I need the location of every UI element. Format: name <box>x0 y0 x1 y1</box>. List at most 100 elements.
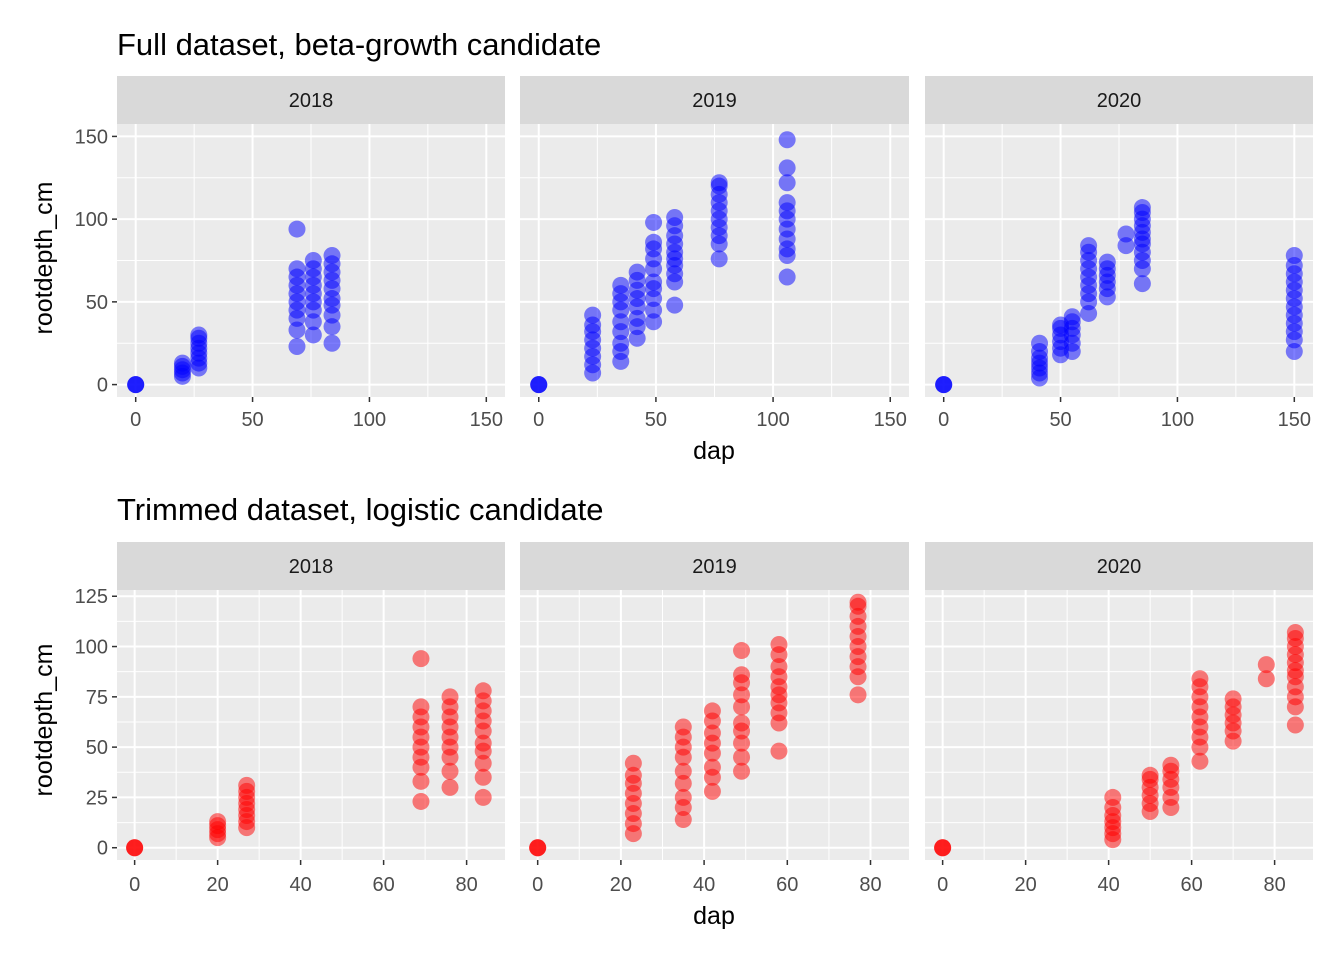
data-point <box>770 742 788 760</box>
x-tick-label: 0 <box>130 409 141 431</box>
x-tick-label: 40 <box>1098 874 1120 896</box>
data-point <box>674 774 692 792</box>
data-point <box>474 788 492 806</box>
data-point <box>474 768 492 786</box>
data-point <box>1286 623 1304 641</box>
data-point <box>474 734 492 752</box>
data-point <box>412 698 430 716</box>
data-point <box>770 658 788 676</box>
x-tick-label: 80 <box>1263 874 1285 896</box>
facet-strip-label: 2018 <box>289 90 334 112</box>
data-point <box>624 766 642 784</box>
y-tick-label: 100 <box>75 209 108 231</box>
data-point <box>733 748 751 766</box>
data-point <box>126 839 144 857</box>
data-point <box>703 782 721 800</box>
data-point <box>703 702 721 720</box>
data-point <box>1031 334 1049 352</box>
data-point <box>849 593 867 611</box>
y-tick-label: 50 <box>86 737 108 759</box>
data-point <box>529 839 547 857</box>
data-point <box>288 260 306 278</box>
data-point <box>778 159 796 177</box>
x-tick-label: 0 <box>938 409 949 431</box>
top-x-axis-title: dap <box>693 437 735 465</box>
y-tick-label: 50 <box>86 292 108 314</box>
facet-strip <box>520 542 909 590</box>
top-plot-title: Full dataset, beta-growth candidate <box>117 27 601 62</box>
data-point <box>733 686 751 704</box>
top-plot: Full dataset, beta-growth candidate dap … <box>30 27 1313 465</box>
data-point <box>612 276 630 294</box>
data-point <box>1133 275 1151 293</box>
facet-strip-label: 2019 <box>692 90 737 112</box>
data-point <box>1257 656 1275 674</box>
facet-strip-label: 2020 <box>1097 90 1142 112</box>
x-tick-label: 150 <box>470 409 503 431</box>
data-point <box>935 376 953 394</box>
top-y-axis-title: rootdepth_cm <box>30 182 58 335</box>
data-point <box>584 306 602 324</box>
data-point <box>733 734 751 752</box>
bottom-panel-2019: 2019 0 20 40 60 80 <box>520 542 909 896</box>
data-point <box>645 273 663 291</box>
data-point <box>666 296 684 314</box>
data-point <box>474 754 492 772</box>
facet-strip <box>117 76 505 124</box>
data-point <box>733 762 751 780</box>
data-point <box>441 778 459 796</box>
x-tick-label: 0 <box>937 874 948 896</box>
data-point <box>624 754 642 772</box>
data-point <box>1191 752 1209 770</box>
data-point <box>710 250 728 268</box>
data-point <box>474 682 492 700</box>
data-point <box>645 233 663 251</box>
x-tick-label: 0 <box>533 409 544 431</box>
y-tick-label: 125 <box>75 586 108 608</box>
data-point <box>703 758 721 776</box>
x-tick-label: 60 <box>1180 874 1202 896</box>
facet-strip <box>925 76 1313 124</box>
bottom-panel-2018: 2018 0 20 40 60 80 0 25 50 75 100 125 <box>75 542 505 896</box>
x-tick-label: 40 <box>290 874 312 896</box>
facet-strip-label: 2018 <box>289 556 334 578</box>
x-tick-label: 80 <box>455 874 477 896</box>
data-point <box>323 247 341 265</box>
facet-strip <box>520 76 909 124</box>
top-panel-2019: 2019 0 50 100 150 <box>520 76 909 431</box>
data-point <box>733 642 751 660</box>
bottom-y-axis-title: rootdepth_cm <box>30 644 58 797</box>
x-tick-label: 0 <box>532 874 543 896</box>
data-point <box>1224 690 1242 708</box>
data-point <box>209 813 227 831</box>
x-tick-label: 100 <box>353 409 386 431</box>
panel-background <box>117 590 505 860</box>
x-tick-label: 100 <box>1161 409 1194 431</box>
data-point <box>733 714 751 732</box>
data-point <box>238 776 256 794</box>
data-point <box>778 268 796 286</box>
data-point <box>934 839 952 857</box>
x-tick-label: 60 <box>776 874 798 896</box>
data-point <box>645 213 663 231</box>
data-point <box>1117 225 1135 243</box>
x-tick-label: 50 <box>645 409 667 431</box>
bottom-plot: Trimmed dataset, logistic candidate dap … <box>30 492 1313 930</box>
data-point <box>1063 308 1081 326</box>
top-panel-2018: 2018 0 50 100 150 0 50 100 150 <box>75 76 505 431</box>
data-point <box>710 174 728 192</box>
y-tick-label: 75 <box>86 687 108 709</box>
data-point <box>1257 670 1275 688</box>
data-point <box>190 326 208 344</box>
x-tick-label: 20 <box>1015 874 1037 896</box>
top-facet-panels: 2018 0 50 100 150 0 50 100 150 2019 0 50 100 150 2020 0… <box>75 76 1313 431</box>
x-tick-label: 150 <box>874 409 907 431</box>
data-point <box>1162 756 1180 774</box>
data-point <box>1286 716 1304 734</box>
y-tick-label: 25 <box>86 787 108 809</box>
data-point <box>778 194 796 212</box>
data-point <box>1191 670 1209 688</box>
data-point <box>778 174 796 192</box>
data-point <box>530 376 548 394</box>
